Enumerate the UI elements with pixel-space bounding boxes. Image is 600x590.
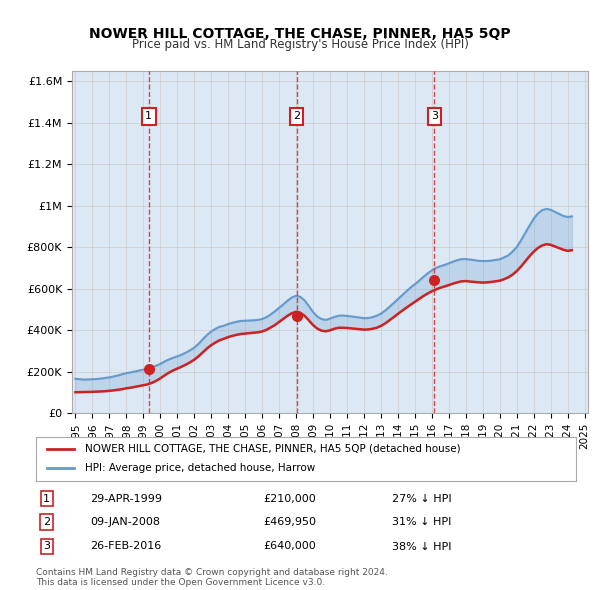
Text: NOWER HILL COTTAGE, THE CHASE, PINNER, HA5 5QP: NOWER HILL COTTAGE, THE CHASE, PINNER, H…: [89, 27, 511, 41]
Text: 3: 3: [431, 112, 438, 122]
Text: 29-APR-1999: 29-APR-1999: [90, 494, 162, 503]
Text: 31% ↓ HPI: 31% ↓ HPI: [392, 517, 452, 527]
Text: £210,000: £210,000: [263, 494, 316, 503]
Text: Contains HM Land Registry data © Crown copyright and database right 2024.
This d: Contains HM Land Registry data © Crown c…: [36, 568, 388, 587]
Text: £469,950: £469,950: [263, 517, 316, 527]
Text: NOWER HILL COTTAGE, THE CHASE, PINNER, HA5 5QP (detached house): NOWER HILL COTTAGE, THE CHASE, PINNER, H…: [85, 444, 460, 454]
Text: £640,000: £640,000: [263, 542, 316, 552]
Text: 09-JAN-2008: 09-JAN-2008: [90, 517, 160, 527]
Text: 2: 2: [293, 112, 300, 122]
Text: HPI: Average price, detached house, Harrow: HPI: Average price, detached house, Harr…: [85, 464, 315, 473]
Text: 26-FEB-2016: 26-FEB-2016: [90, 542, 161, 552]
Text: 1: 1: [43, 494, 50, 503]
Text: 27% ↓ HPI: 27% ↓ HPI: [392, 494, 452, 503]
Text: 38% ↓ HPI: 38% ↓ HPI: [392, 542, 452, 552]
Text: Price paid vs. HM Land Registry's House Price Index (HPI): Price paid vs. HM Land Registry's House …: [131, 38, 469, 51]
Text: 3: 3: [43, 542, 50, 552]
Text: 2: 2: [43, 517, 50, 527]
Text: 1: 1: [145, 112, 152, 122]
